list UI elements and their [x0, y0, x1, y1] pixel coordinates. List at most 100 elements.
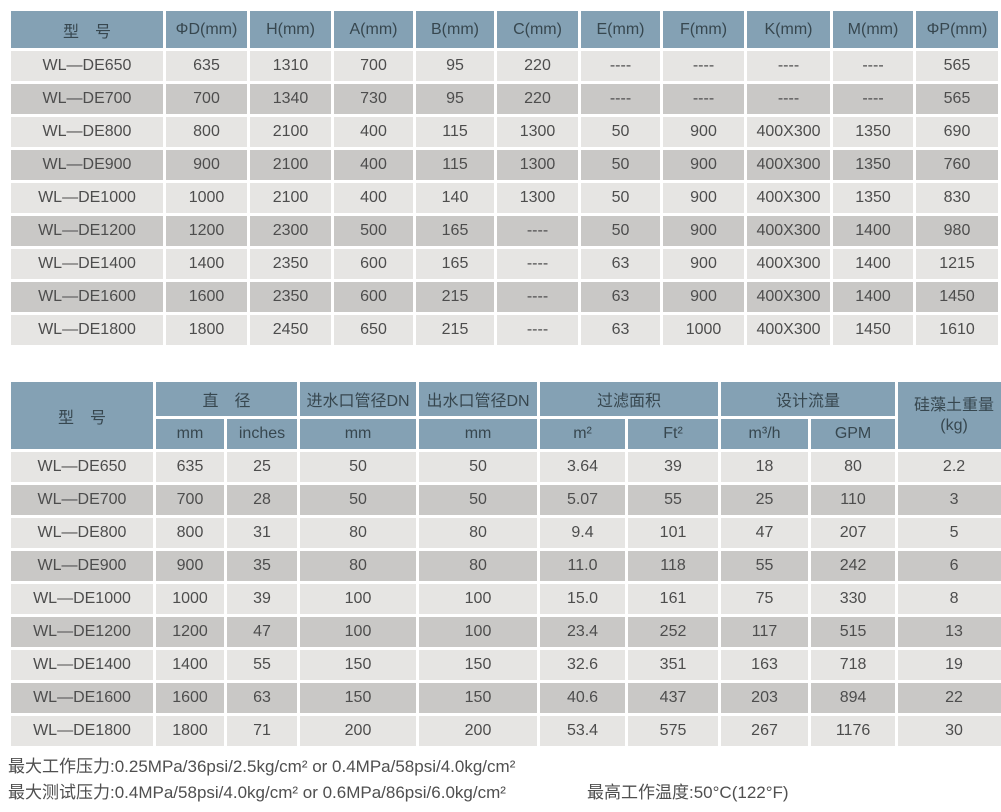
table-row: WL—DE1200 1200 47 100 100 23.4 252 117 515 13	[11, 617, 1001, 647]
value-cell: 200	[419, 716, 538, 746]
model-cell: WL—DE1400	[11, 650, 153, 680]
dimensions-table: 型 号 ΦD(mm) H(mm) A(mm) B(mm) C(mm) E(mm)…	[8, 8, 1001, 348]
value-cell: 1200	[156, 617, 224, 647]
model-cell: WL—DE900	[11, 551, 153, 581]
col-header-c: C(mm)	[497, 11, 578, 48]
subcol-flow-gpm: GPM	[811, 419, 896, 449]
col-header-e: E(mm)	[581, 11, 660, 48]
table-row: WL—DE1000 1000 39 100 100 15.0 161 75 330 8	[11, 584, 1001, 614]
value-cell: 50	[300, 485, 417, 515]
value-cell: 117	[721, 617, 809, 647]
model-cell: WL—DE1200	[11, 617, 153, 647]
value-cell: 1300	[497, 183, 578, 213]
value-cell: 30	[898, 716, 1001, 746]
max-working-temperature-note: 最高工作温度:50°C(122°F)	[587, 783, 789, 802]
value-cell: ----	[581, 51, 660, 81]
col-header-f: F(mm)	[663, 11, 744, 48]
value-cell: 400	[334, 150, 413, 180]
max-working-pressure-note: 最大工作压力:0.25MPa/36psi/2.5kg/cm² or 0.4MPa…	[8, 757, 516, 776]
value-cell: 700	[156, 485, 224, 515]
model-cell: WL—DE700	[11, 84, 163, 114]
value-cell: 900	[663, 183, 744, 213]
model-cell: WL—DE1800	[11, 716, 153, 746]
value-cell: 1300	[497, 117, 578, 147]
value-cell: 600	[334, 282, 413, 312]
value-cell: 1800	[156, 716, 224, 746]
value-cell: 150	[419, 650, 538, 680]
value-cell: 80	[300, 518, 417, 548]
value-cell: 1400	[833, 282, 913, 312]
value-cell: 118	[628, 551, 719, 581]
value-cell: 150	[300, 650, 417, 680]
value-cell: 900	[156, 551, 224, 581]
value-cell: 220	[497, 51, 578, 81]
value-cell: 635	[156, 452, 224, 482]
col-group-inlet-dn: 进水口管径DN	[300, 382, 417, 416]
value-cell: 351	[628, 650, 719, 680]
value-cell: 1800	[166, 315, 247, 345]
value-cell: 18	[721, 452, 809, 482]
value-cell: 900	[663, 249, 744, 279]
value-cell: 13	[898, 617, 1001, 647]
value-cell: ----	[833, 84, 913, 114]
value-cell: 19	[898, 650, 1001, 680]
value-cell: 1450	[916, 282, 998, 312]
value-cell: 1600	[166, 282, 247, 312]
value-cell: 75	[721, 584, 809, 614]
value-cell: 894	[811, 683, 896, 713]
value-cell: ----	[747, 84, 830, 114]
value-cell: 2350	[250, 282, 331, 312]
value-cell: 39	[628, 452, 719, 482]
value-cell: 71	[227, 716, 298, 746]
value-cell: 800	[156, 518, 224, 548]
table-row: WL—DE900 900 35 80 80 11.0 118 55 242 6	[11, 551, 1001, 581]
model-cell: WL—DE1800	[11, 315, 163, 345]
value-cell: 80	[811, 452, 896, 482]
value-cell: 63	[581, 315, 660, 345]
value-cell: 800	[166, 117, 247, 147]
value-cell: 63	[581, 249, 660, 279]
col-header-a: A(mm)	[334, 11, 413, 48]
value-cell: 150	[300, 683, 417, 713]
table-row: WL—DE1200 1200 2300 500 165 ---- 50 900 400X300 1…	[11, 216, 998, 246]
model-cell: WL—DE650	[11, 51, 163, 81]
col-header-diatomite-weight: 硅藻土重量 (kg)	[898, 382, 1001, 449]
value-cell: 50	[581, 150, 660, 180]
value-cell: 1000	[663, 315, 744, 345]
col-header-h: H(mm)	[250, 11, 331, 48]
col-header-phi-d: ΦD(mm)	[166, 11, 247, 48]
value-cell: 1400	[166, 249, 247, 279]
value-cell: 1400	[833, 216, 913, 246]
table-row: WL—DE800 800 31 80 80 9.4 101 47 207 5	[11, 518, 1001, 548]
table-row: WL—DE700 700 28 50 50 5.07 55 25 110 3	[11, 485, 1001, 515]
value-cell: 1600	[156, 683, 224, 713]
value-cell: 1610	[916, 315, 998, 345]
diatomite-weight-label: 硅藻土重量	[914, 396, 995, 414]
subcol-flow-m3h: m³/h	[721, 419, 809, 449]
model-cell: WL—DE1000	[11, 183, 163, 213]
value-cell: 95	[416, 51, 494, 81]
value-cell: 40.6	[540, 683, 626, 713]
model-cell: WL—DE1200	[11, 216, 163, 246]
value-cell: 400	[334, 183, 413, 213]
value-cell: 1176	[811, 716, 896, 746]
performance-header-sub-row: mm inches mm mm m² Ft² m³/h GPM	[11, 419, 1001, 449]
table-row: WL—DE1400 1400 2350 600 165 ---- 63 900 400X300 1…	[11, 249, 998, 279]
value-cell: 55	[227, 650, 298, 680]
value-cell: 80	[419, 551, 538, 581]
col-group-outlet-dn: 出水口管径DN	[419, 382, 538, 416]
value-cell: 1350	[833, 117, 913, 147]
table-row: WL—DE800 800 2100 400 115 1300 50 900 400X300 135…	[11, 117, 998, 147]
value-cell: 400X300	[747, 117, 830, 147]
value-cell: 700	[166, 84, 247, 114]
value-cell: 50	[581, 117, 660, 147]
value-cell: 1200	[166, 216, 247, 246]
value-cell: 1000	[166, 183, 247, 213]
value-cell: 165	[416, 249, 494, 279]
value-cell: 900	[663, 117, 744, 147]
value-cell: ----	[663, 51, 744, 81]
value-cell: 1400	[833, 249, 913, 279]
value-cell: 2350	[250, 249, 331, 279]
model-cell: WL—DE1600	[11, 282, 163, 312]
value-cell: 400	[334, 117, 413, 147]
